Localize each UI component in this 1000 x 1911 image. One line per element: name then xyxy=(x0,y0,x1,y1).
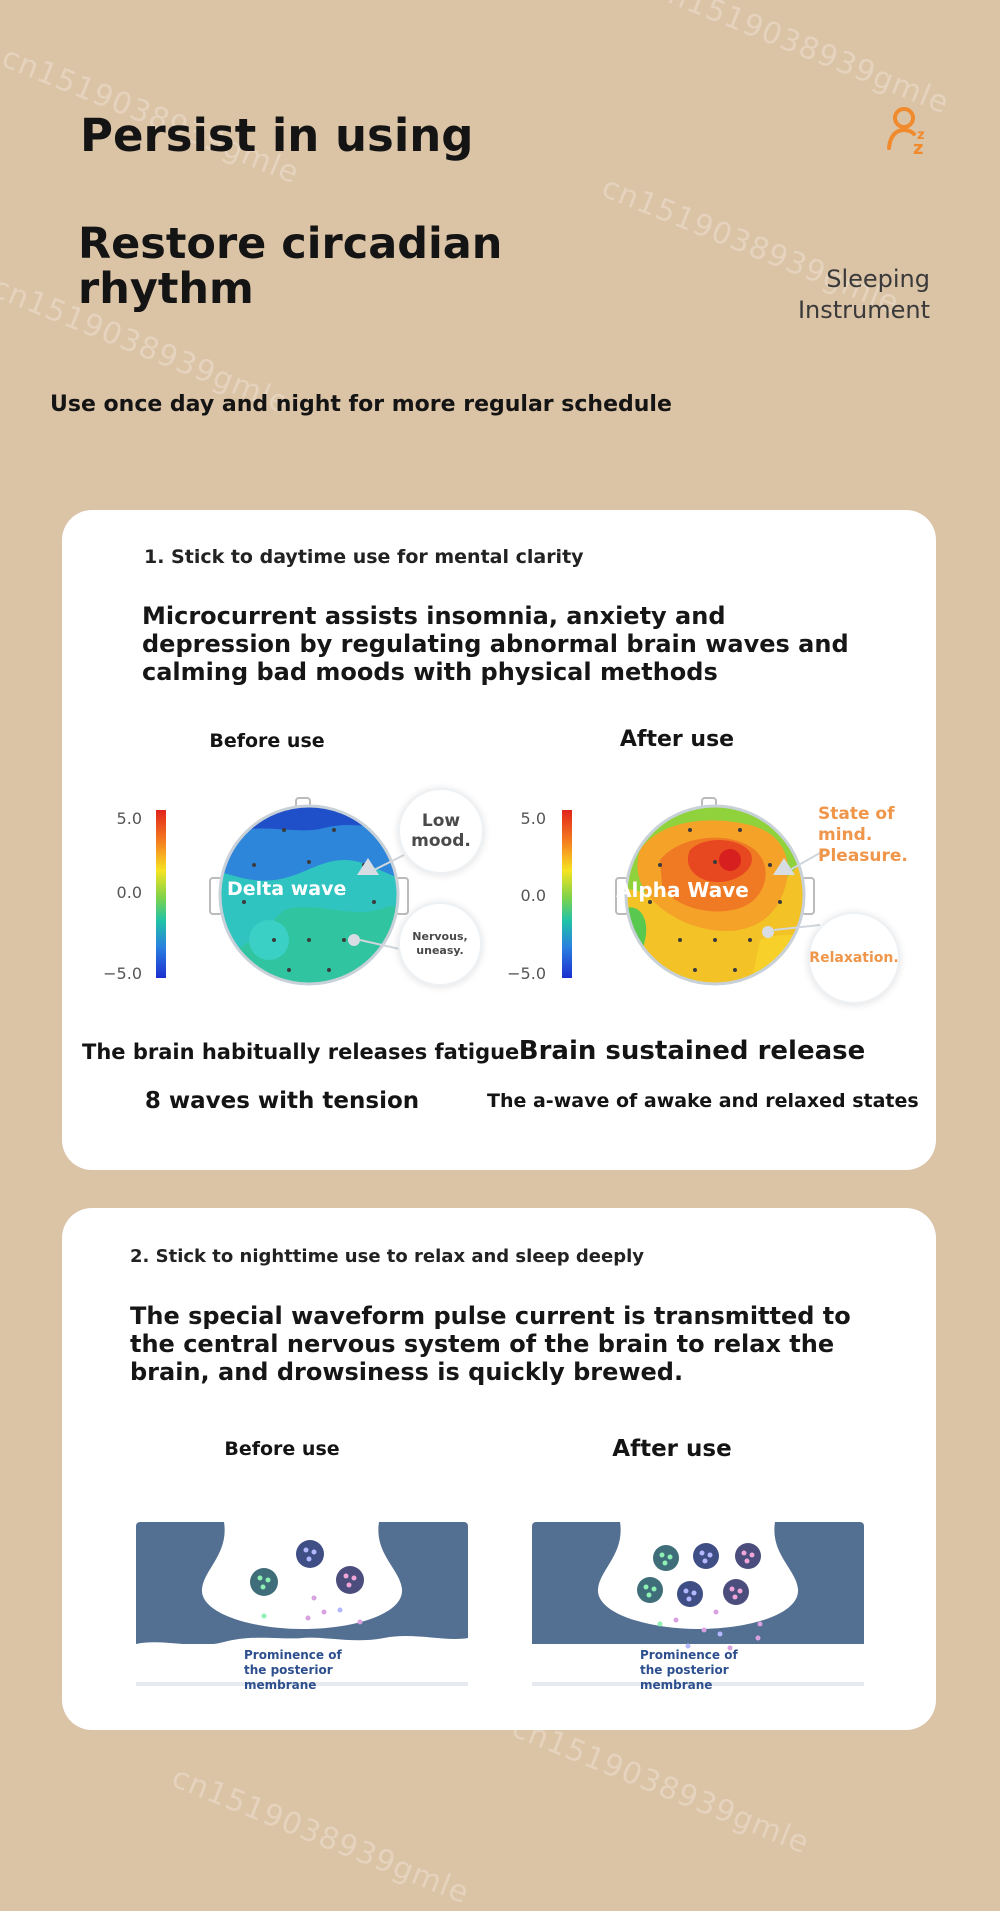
page-subtitle-line1: Restore circadian xyxy=(78,219,503,269)
caption-left-2: 8 waves with tension xyxy=(144,1088,420,1114)
colorbar-tick: −5.0 xyxy=(507,964,546,983)
vesicle xyxy=(637,1577,663,1603)
card-lead-text: The special waveform pulse current is tr… xyxy=(130,1302,851,1386)
colorbar-tick: 0.0 xyxy=(520,886,546,905)
wave-label: Delta wave xyxy=(227,878,347,900)
vesicle xyxy=(250,1568,278,1596)
pleasure-note: State of mind. Pleasure. xyxy=(818,804,908,866)
alpha-head-map xyxy=(615,797,826,986)
bubble-text: Relaxation. xyxy=(809,950,899,966)
page-subtitle: Restore circadian rhythm xyxy=(78,219,503,315)
tagline: Use once day and night for more regular … xyxy=(50,392,672,417)
page-title: Persist in using xyxy=(80,109,474,162)
after-use-heading: After use xyxy=(612,1436,732,1462)
vesicle xyxy=(677,1581,703,1607)
watermark: cn1519038939gmle xyxy=(166,1760,475,1911)
colorbar-tick: 5.0 xyxy=(116,809,142,828)
brand-name: Sleeping Instrument xyxy=(760,264,930,326)
daytime-card: 1. Stick to daytime use for mental clari… xyxy=(62,510,936,1170)
bubble-text: Nervous, uneasy. xyxy=(412,930,468,957)
bubble-text: Low mood. xyxy=(411,811,471,851)
card-step-title: 1. Stick to daytime use for mental clari… xyxy=(144,546,584,568)
synapse-label: Prominence of the posterior membrane xyxy=(244,1648,342,1692)
after-synapse-illustration xyxy=(530,1514,866,1694)
card-step-title: 2. Stick to nighttime use to relax and s… xyxy=(130,1246,644,1267)
vesicle xyxy=(693,1543,719,1569)
watermark: cn1519038939gmle xyxy=(506,1710,815,1862)
relaxation-bubble: Relaxation. xyxy=(808,912,900,1004)
vesicle xyxy=(336,1566,364,1594)
colorbar-tick: 5.0 xyxy=(520,809,546,828)
wave-label: Alpha Wave xyxy=(616,878,749,902)
colorbar-tick: −5.0 xyxy=(103,964,142,983)
svg-text:z: z xyxy=(917,128,925,143)
before-synapse-illustration xyxy=(134,1514,470,1694)
svg-text:z: z xyxy=(913,138,923,156)
caption-right-2: The a-wave of awake and relaxed states xyxy=(487,1090,919,1112)
delta-head-map xyxy=(209,797,409,986)
page-subtitle-line2: rhythm xyxy=(78,264,254,315)
low-mood-bubble: Low mood. xyxy=(398,788,484,874)
caption-right-1: Brain sustained release xyxy=(518,1036,866,1066)
colorbar xyxy=(156,810,166,978)
card-lead-text: Microcurrent assists insomnia, anxiety a… xyxy=(142,602,849,686)
caption-left-1: The brain habitually releases fatigue xyxy=(82,1040,520,1064)
colorbar-tick: 0.0 xyxy=(116,883,142,902)
after-use-heading: After use xyxy=(619,727,735,752)
vesicle xyxy=(296,1540,324,1568)
vesicle xyxy=(653,1545,679,1571)
brand-name-line1: Sleeping xyxy=(826,265,930,293)
vesicle xyxy=(723,1579,749,1605)
nighttime-card: 2. Stick to nighttime use to relax and s… xyxy=(62,1208,936,1730)
brand-logo: z z xyxy=(884,104,936,159)
before-use-heading: Before use xyxy=(224,1438,340,1460)
synapse-graphic xyxy=(532,1522,864,1686)
synapse-graphic xyxy=(136,1522,468,1686)
before-use-heading: Before use xyxy=(209,730,325,752)
nervous-bubble: Nervous, uneasy. xyxy=(398,902,482,986)
sleep-zz-icon: z z xyxy=(887,107,925,159)
synapse-label: Prominence of the posterior membrane xyxy=(640,1648,738,1692)
vesicle xyxy=(735,1543,761,1569)
brand-name-line2: Instrument xyxy=(797,296,930,324)
colorbar xyxy=(562,810,572,978)
